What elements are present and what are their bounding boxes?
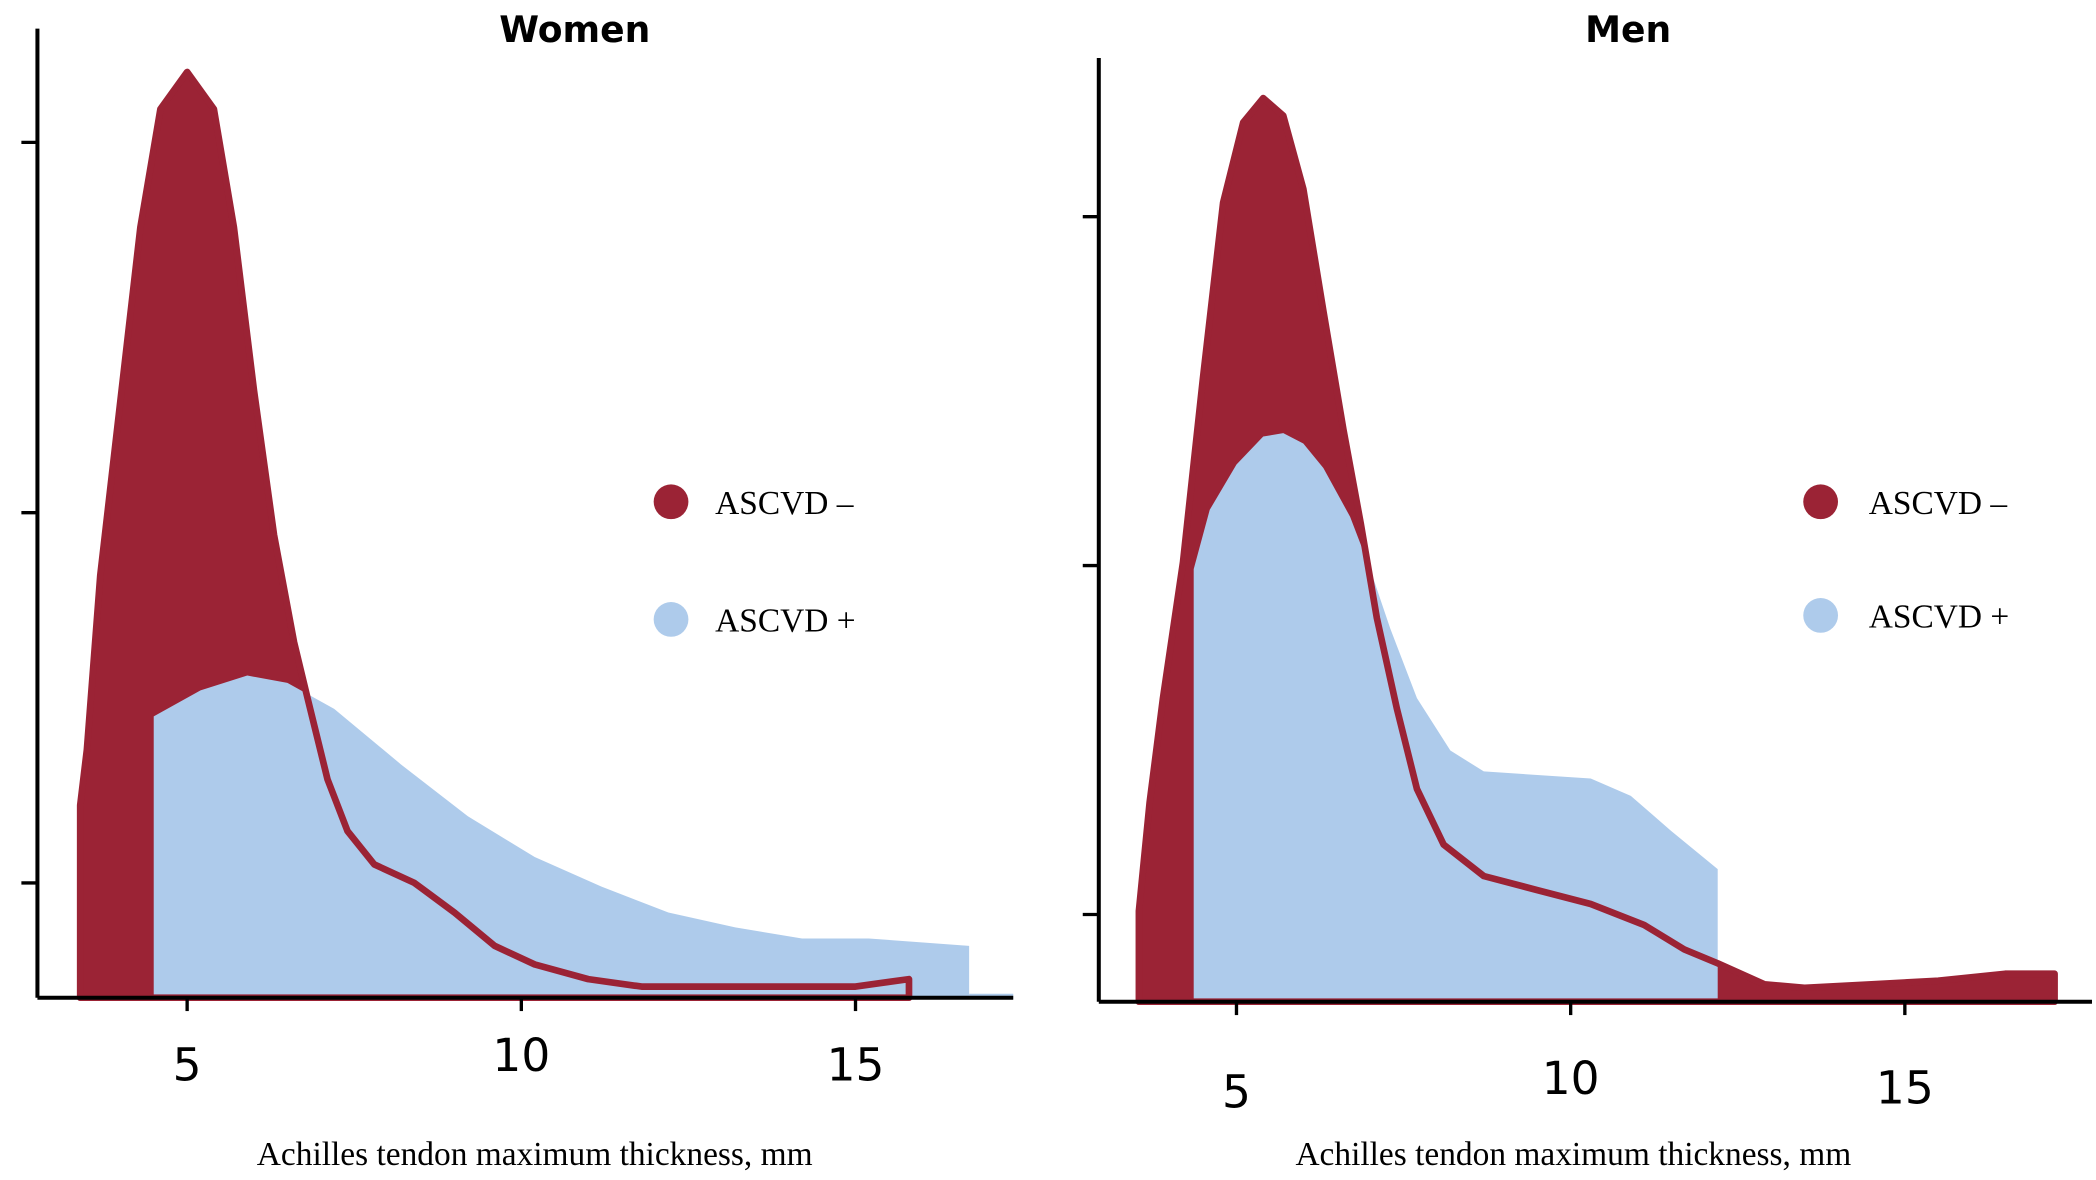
women-plot-area: 5 10 15 xyxy=(21,28,1014,1092)
men-x-tick-label: 15 xyxy=(1876,1061,1934,1114)
women-legend: ASCVD – ASCVD + xyxy=(653,484,856,639)
legend-swatch-ascvd-neg xyxy=(1803,484,1839,520)
legend-label-ascvd-pos: ASCVD + xyxy=(715,602,855,639)
men-x-axis-label: Achilles tendon maximum thickness, mm xyxy=(1295,1136,1851,1173)
legend-swatch-ascvd-pos xyxy=(1803,598,1839,633)
men-plot-area: 5 10 15 xyxy=(1082,57,2092,1118)
women-x-tick-label: 10 xyxy=(492,1029,550,1082)
men-ascvd-pos-area xyxy=(1193,433,1718,1002)
men-panel: Men 5 10 15 ASCVD – ASCVD + Achilles tendo… xyxy=(1082,9,2092,1173)
legend-label-ascvd-pos: ASCVD + xyxy=(1869,598,2009,635)
women-panel: Women 5 10 15 ASCVD – ASCVD + Achilles ten… xyxy=(21,9,1014,1173)
women-x-axis-label: Achilles tendon maximum thickness, mm xyxy=(257,1136,813,1173)
legend-swatch-ascvd-neg xyxy=(653,484,689,520)
men-legend: ASCVD – ASCVD + xyxy=(1803,484,2009,635)
women-ascvd-neg-outline xyxy=(76,68,913,1002)
men-title: Men xyxy=(1585,9,1671,51)
women-x-tick-label: 5 xyxy=(173,1039,202,1092)
legend-swatch-ascvd-pos xyxy=(653,602,689,637)
women-ascvd-pos-area xyxy=(153,675,970,998)
legend-label-ascvd-neg: ASCVD – xyxy=(715,485,854,522)
women-x-tick-label: 15 xyxy=(827,1039,885,1092)
women-title: Women xyxy=(499,9,650,51)
men-ascvd-neg-outline xyxy=(1135,94,2058,1006)
men-x-tick-label: 5 xyxy=(1222,1065,1251,1118)
men-x-tick-label: 10 xyxy=(1542,1052,1600,1105)
legend-label-ascvd-neg: ASCVD – xyxy=(1869,485,2008,522)
